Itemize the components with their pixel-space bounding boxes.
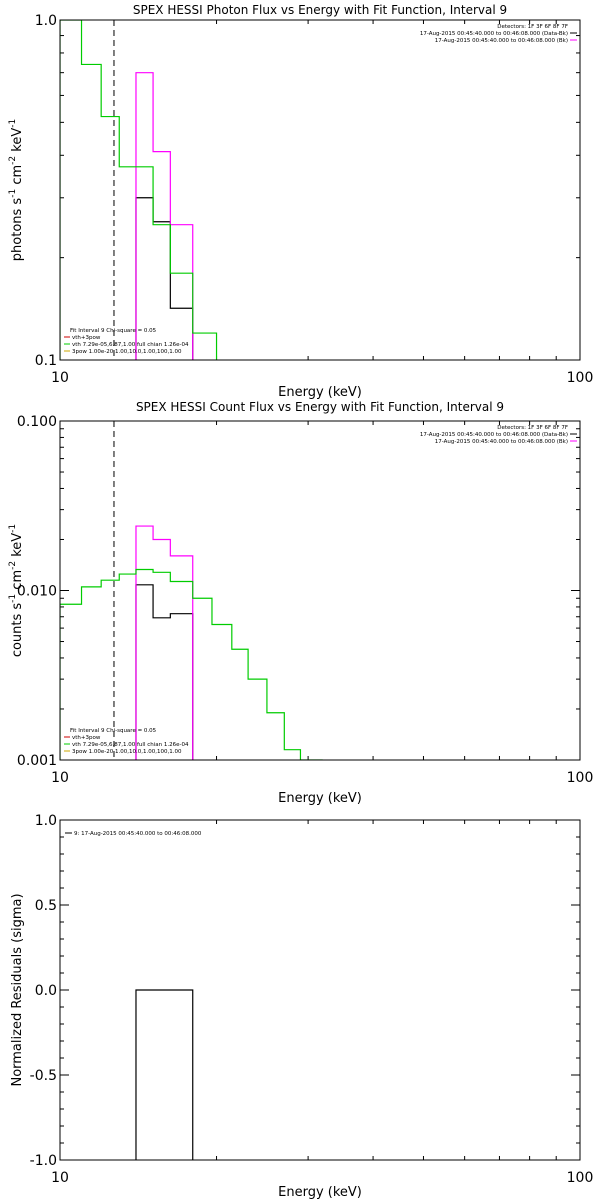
y-axis-label: photons s-1 cm-2 keV-1 — [8, 119, 25, 261]
panel-residuals: -1.0 -0.5 0.0 0.5 1.0 10 100 Normalized Residua… — [10, 813, 593, 1200]
x-tick-label: 100 — [567, 370, 594, 386]
y-axis-label-part: cm — [10, 570, 25, 594]
header-line: 17-Aug-2015 00:45:40.000 to 00:46:08.000… — [435, 439, 568, 445]
header-line: 17-Aug-2015 00:45:40.000 to 00:46:08.000… — [435, 38, 568, 44]
plot-data — [60, 421, 323, 760]
panel-photon-flux: SPEX HESSI Photon Flux vs Energy with Fi… — [8, 3, 593, 400]
panel-count-flux-xlabel: Energy (keV) — [278, 791, 362, 806]
panel-residuals-xlabel: Energy (keV) — [278, 1185, 362, 1200]
y-tick-label: 0.010 — [17, 584, 57, 600]
panel-count-flux: SPEX HESSI Count Flux vs Energy with Fit… — [8, 400, 593, 806]
y-tick-label: 0.100 — [17, 414, 57, 430]
y-axis-label-part: photons s — [10, 198, 25, 262]
y-axis-label-part: -1 — [8, 119, 18, 128]
y-axis-label-part: -1 — [8, 189, 18, 198]
fit-legend-label: vth+3pow — [72, 735, 101, 741]
series-fit — [60, 568, 323, 760]
y-tick-label: -1.0 — [30, 1153, 57, 1169]
fit-info: Fit Interval 9 Chi-square = 0.05 — [70, 728, 157, 734]
y-tick-label: 0.5 — [35, 898, 57, 914]
y-tick-label: -0.5 — [30, 1068, 57, 1084]
series-bk — [135, 525, 194, 760]
plot-frame — [59, 819, 581, 1161]
fit-info: Fit Interval 9 Chi-square = 0.05 — [70, 328, 157, 334]
axes: 0.001 0.010 0.100 10 100 — [17, 414, 593, 786]
residual-legend-label: 9: 17-Aug-2015 00:45:40.000 to 00:46:08.… — [74, 831, 202, 837]
x-tick-label: 10 — [51, 1170, 69, 1186]
header-line: 17-Aug-2015 00:45:40.000 to 00:46:08.000… — [420, 432, 568, 438]
x-tick-label: 100 — [567, 1170, 594, 1186]
axes: 0.1 1.0 10 100 — [35, 13, 594, 386]
fit-legend-label: 3pow 1.00e-20,1.00,10.0,1.00,100,1.00 — [72, 749, 182, 755]
panel-photon-flux-xlabel: Energy (keV) — [278, 385, 362, 400]
x-tick-label: 100 — [567, 770, 594, 786]
y-axis-label-part: -2 — [8, 156, 18, 165]
y-tick-label: 1.0 — [35, 813, 57, 829]
plot-data — [60, 20, 218, 360]
plot-frame — [59, 420, 581, 761]
panel-count-flux-title: SPEX HESSI Count Flux vs Energy with Fit… — [136, 400, 504, 414]
y-axis-label-part: -2 — [8, 561, 18, 570]
plot-data — [135, 989, 194, 1160]
fit-legend-label: vth 7.29e-05,6.87,1.00 full chian 1.26e-… — [72, 342, 189, 348]
y-axis-label-part: cm — [10, 165, 25, 189]
y-tick-label: 1.0 — [35, 13, 57, 29]
x-tick-label: 10 — [51, 770, 69, 786]
y-axis-label: counts s-1 cm-2 keV-1 — [8, 524, 25, 657]
series-bk — [135, 72, 194, 360]
panel-photon-flux-title: SPEX HESSI Photon Flux vs Energy with Fi… — [133, 3, 507, 17]
plot-frame — [59, 19, 581, 361]
series-data-bk — [135, 584, 194, 760]
y-axis-label-part: keV — [10, 533, 25, 561]
fit-legend-label: 3pow 1.00e-20,1.00,10.0,1.00,100,1.00 — [72, 349, 182, 355]
panel-residuals-plot: -1.0 -0.5 0.0 0.5 1.0 10 100 Normalized Residua… — [10, 813, 593, 1186]
series-fit — [60, 20, 218, 360]
y-axis-label-part: keV — [10, 128, 25, 156]
y-axis-label-part: -1 — [8, 594, 18, 603]
y-axis-label-part: counts s — [10, 603, 25, 658]
y-axis-label: Normalized Residuals (sigma) — [10, 893, 25, 1086]
y-tick-label: 0.0 — [35, 983, 57, 999]
series-9-17-aug-2015-00-45-40-000-to-00-46-08-000 — [135, 989, 194, 1160]
series-data-bk — [135, 197, 194, 360]
y-tick-label: 0.1 — [35, 353, 57, 369]
y-tick-label: 0.001 — [17, 753, 57, 769]
y-axis-label-part: -1 — [8, 524, 18, 533]
header-line: Detectors: 1F 3F 6F 8F 7F — [497, 425, 568, 431]
x-tick-label: 10 — [51, 370, 69, 386]
fit-legend-label: vth 7.29e-05,6.87,1.00 full chian 1.26e-… — [72, 742, 189, 748]
header-line: 17-Aug-2015 00:45:40.000 to 00:46:08.000… — [420, 31, 568, 37]
header-line: Detectors: 1F 3F 6F 8F 7F — [497, 24, 568, 30]
y-axis-label-part: Normalized Residuals (sigma) — [10, 893, 25, 1086]
fit-legend-label: vth+3pow — [72, 335, 101, 341]
